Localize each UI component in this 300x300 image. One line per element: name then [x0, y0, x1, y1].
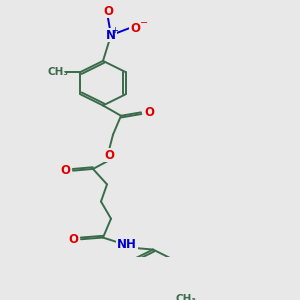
- Text: O: O: [68, 233, 78, 246]
- Text: O: O: [60, 164, 70, 177]
- Text: CH₃: CH₃: [175, 294, 196, 300]
- Text: N: N: [106, 29, 116, 42]
- Text: NH: NH: [117, 238, 137, 251]
- Text: O: O: [103, 4, 113, 18]
- Text: +: +: [112, 26, 118, 34]
- Text: O: O: [130, 22, 140, 35]
- Text: CH₃: CH₃: [48, 67, 69, 77]
- Text: O: O: [144, 106, 154, 119]
- Text: O: O: [104, 149, 114, 162]
- Text: −: −: [140, 18, 148, 28]
